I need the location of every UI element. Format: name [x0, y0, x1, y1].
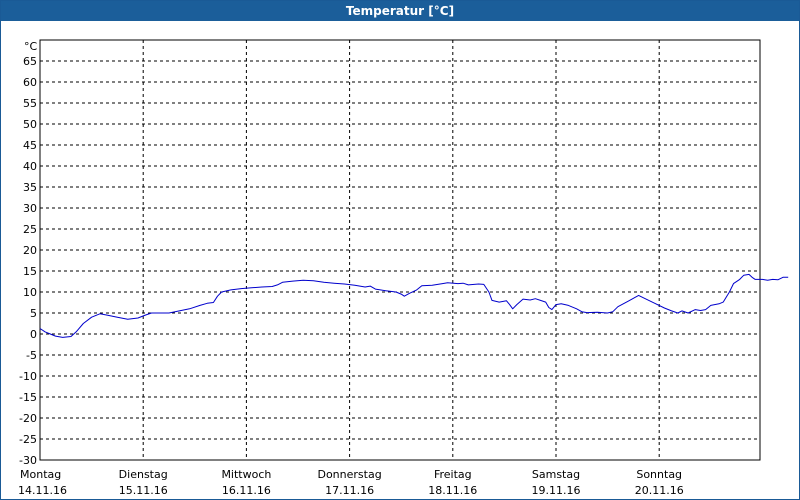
y-tick-label: 5 [30, 307, 37, 320]
y-tick-label: -10 [19, 370, 37, 383]
y-tick-label: 10 [23, 286, 37, 299]
x-tick-day: Sonntag [636, 468, 682, 481]
y-tick-label: 35 [23, 181, 37, 194]
y-tick-label: 40 [23, 160, 37, 173]
x-tick-date: 17.11.16 [325, 484, 374, 497]
y-tick-label: 0 [30, 328, 37, 341]
y-tick-label: 55 [23, 97, 37, 110]
y-tick-label: 65 [23, 55, 37, 68]
x-tick-date: 19.11.16 [532, 484, 581, 497]
y-tick-label: 50 [23, 118, 37, 131]
temperature-series-line [39, 273, 789, 338]
x-tick-day: Samstag [532, 468, 580, 481]
y-axis-unit-label: °C [24, 40, 38, 53]
y-tick-label: 45 [23, 139, 37, 152]
y-tick-label: 60 [23, 76, 37, 89]
x-tick-date: 15.11.16 [119, 484, 168, 497]
y-tick-label: 25 [23, 223, 37, 236]
x-tick-date: 18.11.16 [428, 484, 477, 497]
x-tick-day: Montag [20, 468, 61, 481]
x-tick-day: Freitag [434, 468, 472, 481]
y-tick-label: 20 [23, 244, 37, 257]
y-tick-label: -5 [26, 349, 37, 362]
y-tick-label: -30 [19, 454, 37, 467]
plot-area [39, 39, 761, 461]
y-tick-label: -15 [19, 391, 37, 404]
x-tick-day: Dienstag [119, 468, 168, 481]
x-tick-date: 14.11.16 [18, 484, 67, 497]
y-tick-label: -25 [19, 433, 37, 446]
y-tick-label: 15 [23, 265, 37, 278]
x-tick-day: Donnerstag [317, 468, 381, 481]
y-tick-label: -20 [19, 412, 37, 425]
x-tick-date: 20.11.16 [635, 484, 684, 497]
chart-title: Temperatur [°C] [1, 1, 799, 21]
x-tick-date: 16.11.16 [222, 484, 271, 497]
y-tick-label: 30 [23, 202, 37, 215]
x-tick-day: Mittwoch [221, 468, 271, 481]
